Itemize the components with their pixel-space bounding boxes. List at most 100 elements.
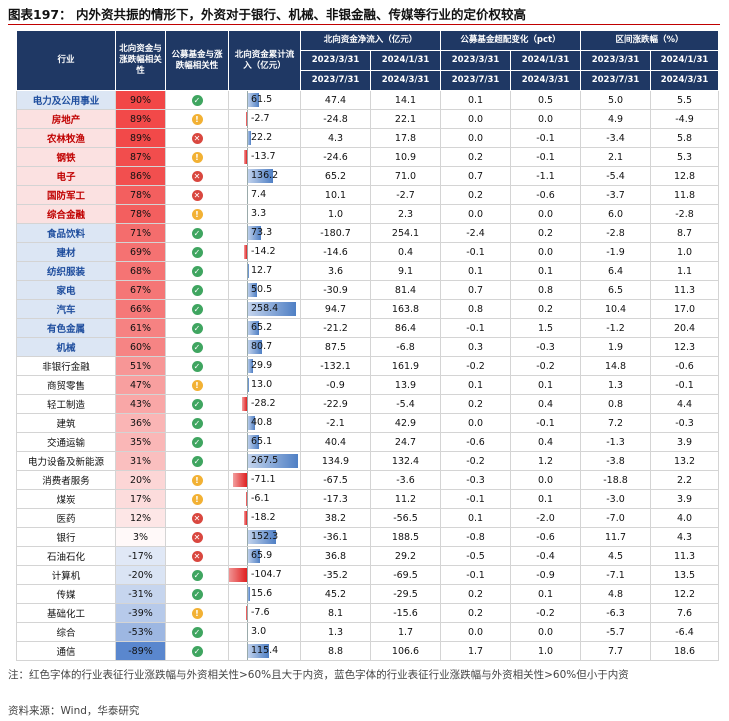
flow-cell: 61.5 bbox=[228, 90, 301, 110]
value-cell: 0.2 bbox=[440, 603, 512, 623]
value-cell: -6.8 bbox=[369, 337, 442, 357]
flow-cell: -13.7 bbox=[228, 147, 301, 167]
table-row: 汽车 66% ✓ 258.4 94.7 163.8 0.8 0.2 10.4 17.0 bbox=[16, 299, 720, 319]
table-row: 计算机 -20% ✓ -104.7 -35.2 -69.5 -0.1 -0.9 -7.1 13.5 bbox=[16, 565, 720, 585]
value-cell: 0.8 bbox=[510, 280, 582, 300]
industry-cell: 电子 bbox=[16, 166, 116, 186]
flow-bar bbox=[247, 378, 250, 392]
signal-icon: ! bbox=[191, 151, 203, 163]
flow-value: 152.3 bbox=[251, 531, 279, 542]
fund-signal-cell: ✓ bbox=[165, 318, 229, 338]
value-cell: 4.3 bbox=[300, 128, 371, 148]
flow-value: 80.7 bbox=[251, 341, 273, 352]
flow-cell: 7.4 bbox=[228, 185, 301, 205]
value-cell: -0.2 bbox=[440, 356, 512, 376]
flow-cell: 258.4 bbox=[228, 299, 301, 319]
industry-cell: 建材 bbox=[16, 242, 116, 262]
flow-value: 50.5 bbox=[251, 284, 273, 295]
industry-cell: 食品饮料 bbox=[16, 223, 116, 243]
header-date: 2024/1/31 bbox=[369, 50, 442, 71]
correlation-cell: -39% bbox=[115, 603, 166, 623]
value-cell: -0.6 bbox=[510, 185, 582, 205]
value-cell: -7.0 bbox=[580, 508, 652, 528]
value-cell: 38.2 bbox=[300, 508, 371, 528]
flow-bar bbox=[247, 454, 298, 468]
signal-icon: ✓ bbox=[191, 569, 203, 581]
industry-cell: 综合金融 bbox=[16, 204, 116, 224]
value-cell: -0.2 bbox=[510, 356, 582, 376]
flow-bar bbox=[247, 644, 269, 658]
value-cell: 24.7 bbox=[369, 432, 442, 452]
flow-zero bbox=[247, 148, 248, 166]
header-cell: 公募基金与涨跌幅相关性 bbox=[165, 30, 229, 91]
value-cell: -0.1 bbox=[650, 375, 720, 395]
value-cell: 0.0 bbox=[440, 109, 512, 129]
flow-value: 29.9 bbox=[251, 360, 273, 371]
flow-zero bbox=[247, 490, 248, 508]
signal-icon: ! bbox=[191, 379, 203, 391]
value-cell: -29.5 bbox=[369, 584, 442, 604]
value-cell: 71.0 bbox=[369, 166, 442, 186]
value-cell: 1.5 bbox=[510, 318, 582, 338]
value-cell: 14.8 bbox=[580, 356, 652, 376]
flow-zero bbox=[247, 471, 248, 489]
value-cell: 14.1 bbox=[369, 90, 442, 110]
value-cell: -3.8 bbox=[580, 451, 652, 471]
table-row: 机械 60% ✓ 80.7 87.5 -6.8 0.3 -0.3 1.9 12.3 bbox=[16, 337, 720, 357]
table-row: 综合 -53% ✓ 3.0 1.3 1.7 0.0 0.0 -5.7 -6.4 bbox=[16, 622, 720, 642]
industry-cell: 汽车 bbox=[16, 299, 116, 319]
flow-zero bbox=[247, 129, 248, 147]
signal-icon: ✓ bbox=[191, 265, 203, 277]
value-cell: 0.7 bbox=[440, 166, 512, 186]
value-cell: -132.1 bbox=[300, 356, 371, 376]
flow-bar bbox=[247, 93, 259, 107]
flow-value: 65.1 bbox=[251, 436, 273, 447]
value-cell: 0.0 bbox=[440, 128, 512, 148]
flow-bar bbox=[246, 112, 247, 126]
industry-cell: 石油石化 bbox=[16, 546, 116, 566]
table-row: 纺织服装 68% ✓ 12.7 3.6 9.1 0.1 0.1 6.4 1.1 bbox=[16, 261, 720, 281]
flow-zero bbox=[247, 623, 248, 641]
correlation-cell: 86% bbox=[115, 166, 166, 186]
value-cell: 132.4 bbox=[369, 451, 442, 471]
value-cell: -56.5 bbox=[369, 508, 442, 528]
header-date: 2023/7/31 bbox=[300, 70, 371, 91]
table-row: 基础化工 -39%! -7.6 8.1 -15.6 0.2 -0.2 -6.3 7.6 bbox=[16, 603, 720, 623]
signal-icon: ✕ bbox=[191, 189, 203, 201]
flow-bar bbox=[247, 340, 263, 354]
value-cell: 161.9 bbox=[369, 356, 442, 376]
fund-signal-cell: ! bbox=[165, 603, 229, 623]
table-header: 行业 北向资金与涨跌幅相关性 公募基金与涨跌幅相关性 北向资金累计流入（亿元） 北向资金… bbox=[16, 30, 720, 91]
industry-cell: 建筑 bbox=[16, 413, 116, 433]
fund-signal-cell: ✓ bbox=[165, 242, 229, 262]
value-cell: 94.7 bbox=[300, 299, 371, 319]
industry-cell: 钢铁 bbox=[16, 147, 116, 167]
signal-icon: ✓ bbox=[191, 322, 203, 334]
value-cell: -1.1 bbox=[510, 166, 582, 186]
flow-zero bbox=[247, 91, 248, 109]
table-row: 石油石化 -17% ✕ 65.9 36.8 29.2 -0.5 -0.4 4.5 11.3 bbox=[16, 546, 720, 566]
value-cell: -0.6 bbox=[510, 527, 582, 547]
correlation-cell: -17% bbox=[115, 546, 166, 566]
table-row: 家电 67% ✓ 50.5 -30.9 81.4 0.7 0.8 6.5 11.3 bbox=[16, 280, 720, 300]
signal-icon: ✓ bbox=[191, 436, 203, 448]
value-cell: 0.0 bbox=[510, 242, 582, 262]
value-cell: -0.1 bbox=[510, 147, 582, 167]
value-cell: -30.9 bbox=[300, 280, 371, 300]
value-cell: -5.4 bbox=[580, 166, 652, 186]
value-cell: 1.3 bbox=[580, 375, 652, 395]
value-cell: 0.5 bbox=[510, 90, 582, 110]
value-cell: 4.4 bbox=[650, 394, 720, 414]
value-cell: 0.2 bbox=[510, 299, 582, 319]
fund-signal-cell: ! bbox=[165, 147, 229, 167]
correlation-cell: 17% bbox=[115, 489, 166, 509]
flow-zero bbox=[247, 452, 248, 470]
industry-cell: 综合 bbox=[16, 622, 116, 642]
value-cell: 1.3 bbox=[300, 622, 371, 642]
flow-cell: 152.3 bbox=[228, 527, 301, 547]
value-cell: -6.3 bbox=[580, 603, 652, 623]
value-cell: 0.1 bbox=[440, 508, 512, 528]
value-cell: 11.8 bbox=[650, 185, 720, 205]
value-cell: -0.2 bbox=[510, 603, 582, 623]
fund-signal-cell: ✓ bbox=[165, 90, 229, 110]
